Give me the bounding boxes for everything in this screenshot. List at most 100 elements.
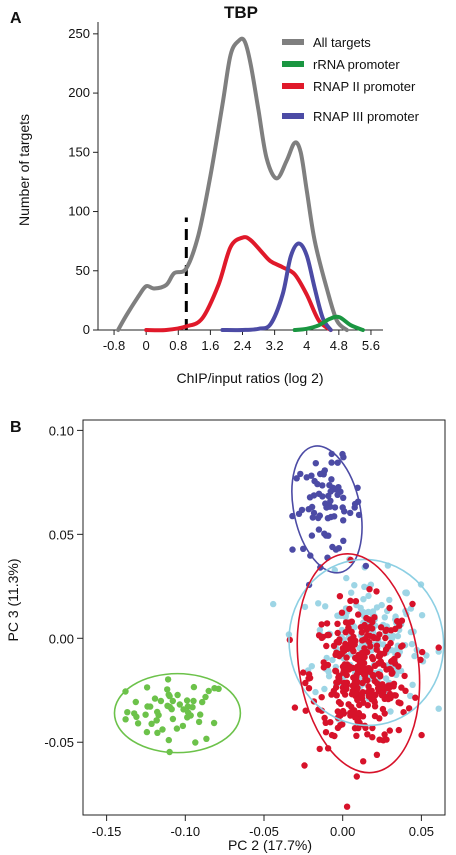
scatter-point — [343, 574, 350, 582]
scatter-point — [355, 611, 362, 618]
scatter-point — [371, 614, 378, 621]
scatter-point — [392, 625, 399, 633]
scatter-point — [303, 474, 310, 481]
scatter-point — [308, 663, 315, 670]
scatter-point — [379, 641, 387, 648]
scatter-point — [340, 517, 347, 524]
scatter-point — [351, 690, 359, 697]
scatter-point — [363, 648, 371, 656]
scatter-point — [297, 470, 304, 478]
scatter-point — [318, 694, 325, 701]
scatter-point — [435, 705, 442, 712]
scatter-point — [176, 701, 183, 708]
scatter-point — [305, 671, 313, 678]
scatter-point — [334, 629, 341, 637]
chart-b-ytick-label: -0.05 — [44, 735, 74, 750]
scatter-point — [353, 773, 360, 780]
scatter-point — [398, 684, 405, 691]
scatter-point — [343, 654, 350, 661]
chart-b-ytick-label: 0.10 — [49, 423, 74, 438]
scatter-point — [305, 685, 313, 692]
scatter-point — [365, 608, 372, 616]
scatter-point — [359, 679, 366, 687]
scatter-point — [409, 600, 416, 608]
chart-a-xtick-label: 5.6 — [362, 338, 380, 353]
chart-b-xtick-label: -0.10 — [170, 824, 200, 839]
scatter-point — [348, 628, 355, 635]
scatter-point — [364, 731, 371, 738]
chart-a-ytick-label: 0 — [83, 322, 90, 337]
chart-b-ylabel: PC 3 (11.3%) — [5, 559, 21, 642]
scatter-point — [357, 624, 365, 631]
group-ellipse-1 — [291, 445, 363, 574]
scatter-point — [312, 460, 319, 467]
scatter-point — [164, 702, 171, 709]
scatter-point — [190, 697, 197, 705]
scatter-point — [386, 596, 393, 604]
chart-b-ytick-label: 0.00 — [49, 631, 74, 646]
scatter-point — [334, 491, 341, 498]
scatter-point — [308, 532, 316, 539]
scatter-point — [334, 620, 341, 627]
series-line-0 — [116, 36, 349, 332]
scatter-point — [374, 685, 382, 692]
scatter-point — [395, 726, 402, 734]
scatter-point — [329, 656, 336, 664]
scatter-point — [363, 614, 370, 622]
scatter-point — [343, 803, 351, 810]
scatter-point — [318, 634, 325, 641]
scatter-point — [360, 654, 368, 661]
chart-b: PC 3 (11.3%) PC 2 (17.7%) -0.15 -0.10 -0.0… — [5, 419, 446, 853]
chart-a-ytick-label: 50 — [76, 263, 90, 278]
scatter-point — [165, 736, 172, 744]
scatter-point — [301, 603, 309, 611]
scatter-point — [341, 661, 348, 668]
scatter-point — [203, 735, 210, 742]
scatter-point — [270, 600, 277, 608]
chart-a-xtick-label: 2.4 — [233, 338, 251, 353]
scatter-point — [325, 673, 333, 680]
scatter-point — [392, 647, 399, 654]
scatter-point — [334, 678, 342, 686]
chart-b-xtick-label: -0.05 — [249, 824, 279, 839]
scatter-point — [122, 716, 129, 723]
scatter-point — [343, 671, 350, 679]
scatter-point — [352, 680, 359, 687]
legend-label-2: RNAP II promoter — [313, 79, 416, 94]
scatter-point — [361, 583, 368, 590]
scatter-point — [376, 736, 383, 743]
scatter-point — [291, 704, 299, 711]
scatter-point — [199, 698, 206, 706]
scatter-point — [412, 694, 419, 701]
scatter-point — [154, 729, 161, 736]
scatter-point — [327, 719, 334, 726]
scatter-point — [381, 731, 388, 738]
scatter-point — [392, 692, 399, 699]
scatter-point — [381, 684, 388, 692]
scatter-point — [387, 667, 395, 674]
scatter-point — [190, 683, 198, 691]
scatter-point — [354, 696, 361, 704]
scatter-point — [315, 490, 323, 497]
scatter-point — [373, 588, 380, 595]
scatter-point — [189, 704, 196, 711]
chart-a-ytick-label: 150 — [68, 144, 90, 159]
scatter-point — [354, 663, 361, 670]
scatter-point — [386, 604, 393, 612]
scatter-point — [151, 695, 159, 702]
scatter-point — [169, 697, 176, 705]
scatter-point — [316, 512, 323, 519]
scatter-point — [295, 510, 303, 517]
scatter-point — [357, 604, 364, 612]
scatter-point — [345, 701, 352, 708]
chart-a-xtick-label: 3.2 — [266, 338, 284, 353]
scatter-point — [335, 639, 343, 646]
scatter-point — [381, 710, 388, 717]
scatter-point — [375, 653, 382, 660]
scatter-point — [328, 459, 335, 466]
scatter-point — [144, 703, 151, 710]
series-line-1 — [292, 314, 365, 332]
scatter-point — [387, 708, 394, 715]
scatter-point — [165, 691, 172, 698]
scatter-point — [350, 674, 357, 681]
